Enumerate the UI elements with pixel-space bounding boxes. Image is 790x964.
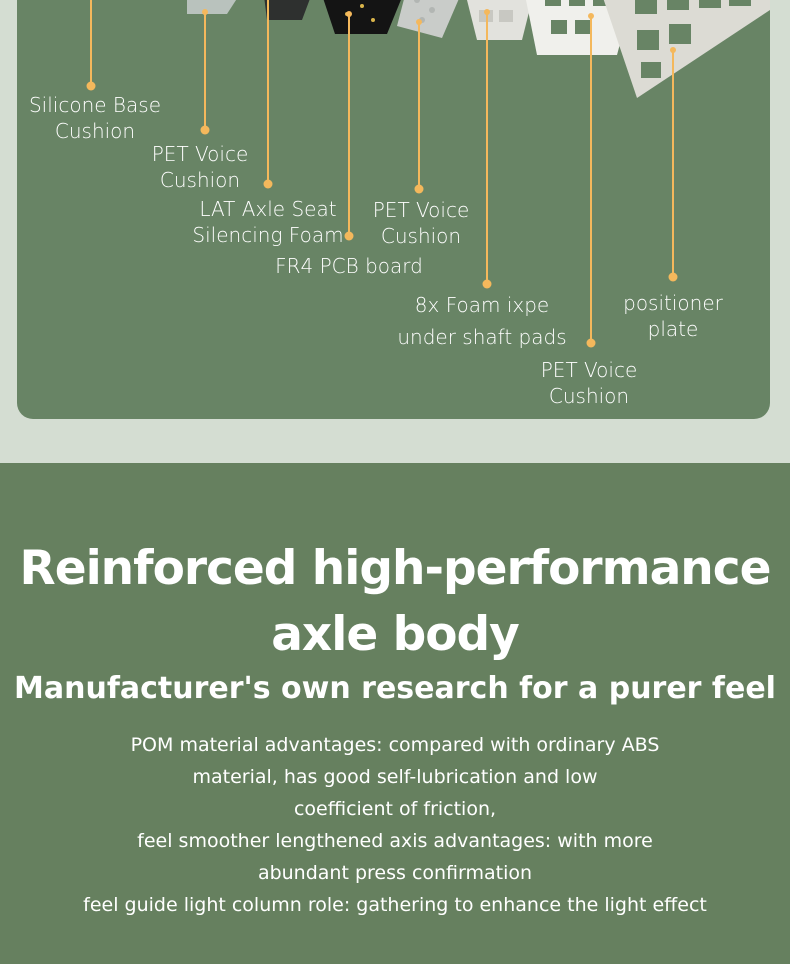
pet-layer — [397, 0, 459, 38]
description-line: coefficient of friction, — [293, 798, 497, 820]
positioner-plate-layer — [603, 0, 770, 98]
label-positioner-plate: positioner plate — [623, 291, 723, 341]
label-silicone-base-cushion: Silicone Base Cushion — [28, 93, 161, 143]
description-line: feel smoother lengthened axis advantages… — [137, 830, 653, 852]
feature-subtitle: Manufacturer's own research for a purer … — [14, 671, 776, 706]
foam-layer — [187, 0, 237, 14]
feature-title-line-1: Reinforced high-performance — [19, 541, 772, 596]
exploded-view-panel: Silicone Base Cushion PET Voice Cushion … — [17, 0, 770, 419]
description-line: abundant press confirmation — [257, 862, 533, 884]
pet-sheet-layer — [526, 0, 632, 55]
description-line: material, has good self-lubrication and … — [192, 766, 598, 788]
axle-body-feature-section: Reinforced high-performance axle body Ma… — [0, 463, 790, 964]
label-fr4-pcb-board: FR4 PCB board — [275, 254, 423, 278]
pcb-layer — [323, 0, 401, 34]
exploded-layers-illustration — [86, 0, 770, 348]
label-lat-axle-seat-foam: LAT Axle Seat Silencing Foam — [192, 197, 344, 247]
description-line: feel guide light column role: gathering … — [83, 894, 707, 916]
feature-title-line-2: axle body — [271, 607, 520, 662]
description-line: POM material advantages: compared with o… — [130, 734, 660, 756]
label-ixpe-foam-pads: 8x Foam ixpe under shaft pads — [397, 293, 567, 349]
feature-title: Reinforced high-performance axle body — [0, 536, 790, 668]
dark-foam-layer — [264, 0, 310, 20]
leader-lines — [86, 0, 678, 348]
label-pet-voice-cushion-2: PET Voice Cushion — [372, 198, 470, 248]
feature-description: POM material advantages: compared with o… — [45, 729, 745, 921]
label-pet-voice-cushion-3: PET Voice Cushion — [540, 358, 638, 408]
label-pet-voice-cushion-1: PET Voice Cushion — [151, 142, 249, 192]
